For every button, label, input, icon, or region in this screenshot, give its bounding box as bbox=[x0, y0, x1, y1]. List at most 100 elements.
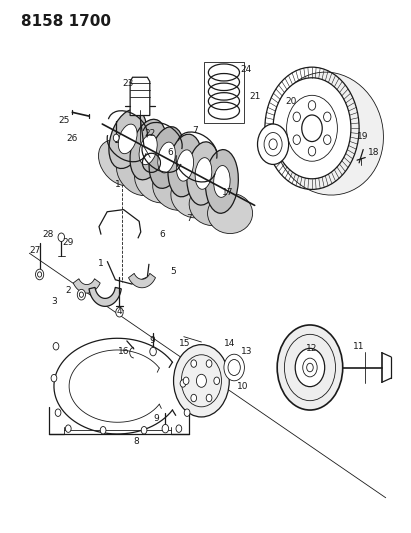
Text: 18: 18 bbox=[368, 148, 379, 157]
Circle shape bbox=[37, 272, 42, 277]
Text: 9: 9 bbox=[153, 414, 159, 423]
Ellipse shape bbox=[168, 134, 202, 197]
Text: 27: 27 bbox=[30, 246, 41, 255]
Polygon shape bbox=[73, 279, 100, 293]
Text: 16: 16 bbox=[118, 347, 129, 356]
Circle shape bbox=[150, 348, 156, 356]
Circle shape bbox=[176, 425, 182, 432]
Circle shape bbox=[183, 377, 189, 384]
Text: 22: 22 bbox=[145, 129, 156, 138]
Text: 21: 21 bbox=[249, 92, 260, 101]
Circle shape bbox=[58, 233, 65, 241]
Circle shape bbox=[116, 308, 123, 317]
Circle shape bbox=[196, 374, 206, 387]
Circle shape bbox=[51, 374, 57, 382]
Circle shape bbox=[113, 134, 119, 142]
Circle shape bbox=[308, 147, 316, 156]
Ellipse shape bbox=[273, 72, 383, 195]
Circle shape bbox=[228, 360, 240, 375]
Circle shape bbox=[264, 133, 282, 156]
Ellipse shape bbox=[195, 158, 212, 189]
Text: 13: 13 bbox=[241, 347, 252, 356]
Circle shape bbox=[307, 364, 313, 372]
Text: 4: 4 bbox=[117, 307, 122, 316]
Circle shape bbox=[273, 78, 351, 179]
Circle shape bbox=[323, 112, 331, 122]
Text: 3: 3 bbox=[51, 296, 57, 305]
Text: 8: 8 bbox=[133, 438, 139, 447]
Text: 5: 5 bbox=[170, 268, 175, 276]
Text: 17: 17 bbox=[222, 188, 234, 197]
Polygon shape bbox=[130, 77, 150, 116]
Ellipse shape bbox=[189, 185, 234, 225]
Circle shape bbox=[184, 409, 190, 416]
Text: 15: 15 bbox=[179, 339, 191, 348]
Polygon shape bbox=[129, 273, 155, 288]
Circle shape bbox=[323, 135, 331, 144]
Ellipse shape bbox=[158, 142, 175, 173]
Text: 6: 6 bbox=[168, 148, 173, 157]
Ellipse shape bbox=[109, 109, 146, 168]
Circle shape bbox=[180, 379, 186, 387]
Circle shape bbox=[293, 112, 300, 122]
Circle shape bbox=[206, 394, 212, 402]
Ellipse shape bbox=[152, 168, 197, 211]
Ellipse shape bbox=[171, 177, 215, 218]
Ellipse shape bbox=[99, 140, 141, 185]
Ellipse shape bbox=[176, 150, 194, 181]
Text: 1: 1 bbox=[115, 180, 120, 189]
Circle shape bbox=[141, 426, 147, 434]
Circle shape bbox=[295, 349, 325, 386]
Text: 28: 28 bbox=[42, 230, 53, 239]
Circle shape bbox=[308, 101, 316, 110]
Ellipse shape bbox=[206, 150, 238, 213]
Circle shape bbox=[35, 269, 44, 280]
Text: 20: 20 bbox=[286, 97, 297, 106]
Circle shape bbox=[191, 394, 196, 402]
Ellipse shape bbox=[139, 134, 157, 165]
Circle shape bbox=[65, 425, 71, 432]
Text: 12: 12 bbox=[306, 344, 318, 353]
Ellipse shape bbox=[214, 166, 230, 197]
Text: 14: 14 bbox=[224, 339, 236, 348]
Text: 10: 10 bbox=[237, 382, 248, 391]
Circle shape bbox=[277, 325, 343, 410]
Circle shape bbox=[173, 345, 229, 417]
Text: 2: 2 bbox=[65, 286, 71, 295]
Circle shape bbox=[303, 358, 317, 377]
Text: 8158 1700: 8158 1700 bbox=[21, 14, 111, 29]
Text: 7: 7 bbox=[192, 126, 198, 135]
Ellipse shape bbox=[208, 193, 253, 233]
Text: 19: 19 bbox=[358, 132, 369, 141]
Ellipse shape bbox=[134, 160, 178, 203]
Circle shape bbox=[258, 124, 289, 165]
Circle shape bbox=[100, 426, 106, 434]
Text: 9: 9 bbox=[149, 336, 155, 345]
Polygon shape bbox=[89, 287, 121, 306]
Ellipse shape bbox=[187, 142, 220, 205]
Text: 29: 29 bbox=[62, 238, 74, 247]
Text: 26: 26 bbox=[67, 134, 78, 143]
Circle shape bbox=[55, 409, 61, 416]
Circle shape bbox=[214, 377, 219, 384]
Circle shape bbox=[79, 292, 83, 297]
Circle shape bbox=[53, 343, 59, 350]
Ellipse shape bbox=[116, 151, 159, 196]
Text: 1: 1 bbox=[98, 260, 104, 268]
Circle shape bbox=[77, 289, 85, 300]
Text: 6: 6 bbox=[159, 230, 165, 239]
Ellipse shape bbox=[149, 127, 184, 188]
Text: 23: 23 bbox=[122, 78, 133, 87]
Text: 24: 24 bbox=[241, 66, 252, 74]
Text: 25: 25 bbox=[58, 116, 70, 125]
Text: 11: 11 bbox=[353, 342, 365, 351]
Circle shape bbox=[293, 135, 300, 144]
Text: 7: 7 bbox=[186, 214, 192, 223]
Circle shape bbox=[269, 139, 277, 150]
Circle shape bbox=[162, 424, 169, 433]
Circle shape bbox=[224, 354, 245, 381]
Ellipse shape bbox=[118, 124, 137, 154]
Circle shape bbox=[206, 360, 212, 367]
Circle shape bbox=[302, 115, 322, 142]
Circle shape bbox=[191, 360, 196, 367]
